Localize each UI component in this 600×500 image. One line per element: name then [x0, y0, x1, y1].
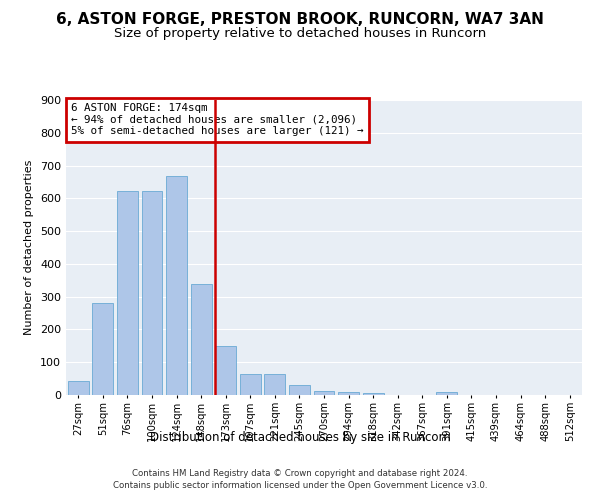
- Bar: [191, 284, 212, 395]
- Text: Size of property relative to detached houses in Runcorn: Size of property relative to detached ho…: [114, 28, 486, 40]
- Bar: [314, 390, 334, 395]
- Text: Contains HM Land Registry data © Crown copyright and database right 2024.: Contains HM Land Registry data © Crown c…: [132, 470, 468, 478]
- Text: 6, ASTON FORGE, PRESTON BROOK, RUNCORN, WA7 3AN: 6, ASTON FORGE, PRESTON BROOK, RUNCORN, …: [56, 12, 544, 28]
- Text: 6 ASTON FORGE: 174sqm
← 94% of detached houses are smaller (2,096)
5% of semi-de: 6 ASTON FORGE: 174sqm ← 94% of detached …: [71, 103, 364, 136]
- Bar: [362, 394, 383, 395]
- Text: Contains public sector information licensed under the Open Government Licence v3: Contains public sector information licen…: [113, 482, 487, 490]
- Bar: [338, 392, 359, 395]
- Bar: [166, 176, 187, 395]
- Bar: [117, 191, 138, 395]
- Bar: [92, 303, 113, 395]
- Bar: [265, 374, 286, 395]
- Bar: [436, 392, 457, 395]
- Bar: [215, 346, 236, 395]
- Bar: [142, 191, 163, 395]
- Y-axis label: Number of detached properties: Number of detached properties: [25, 160, 34, 335]
- Bar: [289, 385, 310, 395]
- Bar: [68, 381, 89, 395]
- Text: Distribution of detached houses by size in Runcorn: Distribution of detached houses by size …: [149, 431, 451, 444]
- Bar: [240, 374, 261, 395]
